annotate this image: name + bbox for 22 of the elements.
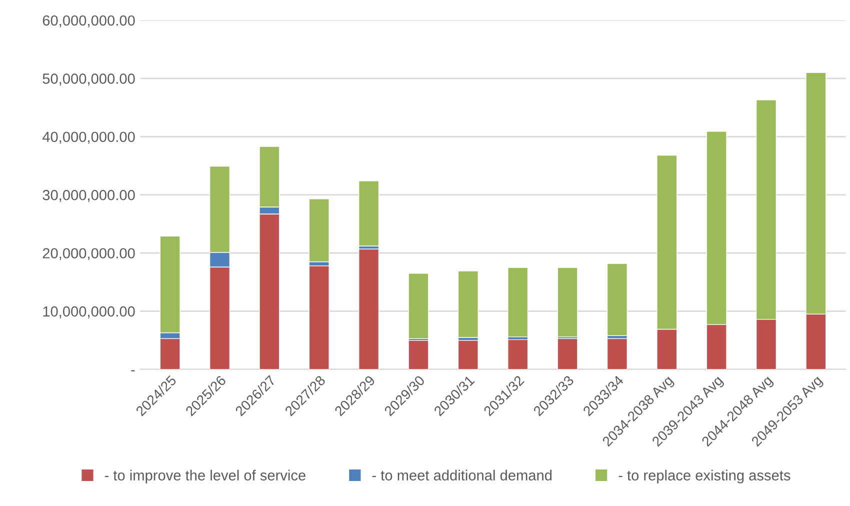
y-tick-label: 30,000,000.00 [42, 190, 135, 202]
bar [358, 248, 380, 370]
legend-label: - to replace existing assets [618, 470, 790, 484]
legend-label: - to meet additional demand [372, 470, 552, 480]
bar [508, 339, 528, 370]
bar [458, 270, 478, 338]
bar [557, 338, 578, 370]
y-tick-label: 50,000,000.00 [42, 74, 135, 86]
legend-label: - to improve the level of service [104, 470, 306, 484]
bar [458, 340, 478, 370]
bar [308, 265, 330, 370]
bar [606, 338, 628, 370]
bar [308, 198, 330, 262]
bar [508, 267, 528, 338]
y-tick-label: 10,000,000.00 [43, 306, 135, 318]
y-tick-label: 60,000,000.00 [42, 15, 135, 28]
y-tick-label: - [131, 370, 135, 372]
bar [606, 263, 628, 336]
bar [557, 267, 578, 338]
y-tick-label: 40,000,000.00 [42, 132, 135, 144]
bar [358, 180, 380, 246]
y-tick-label: 20,000,000.00 [42, 248, 135, 260]
